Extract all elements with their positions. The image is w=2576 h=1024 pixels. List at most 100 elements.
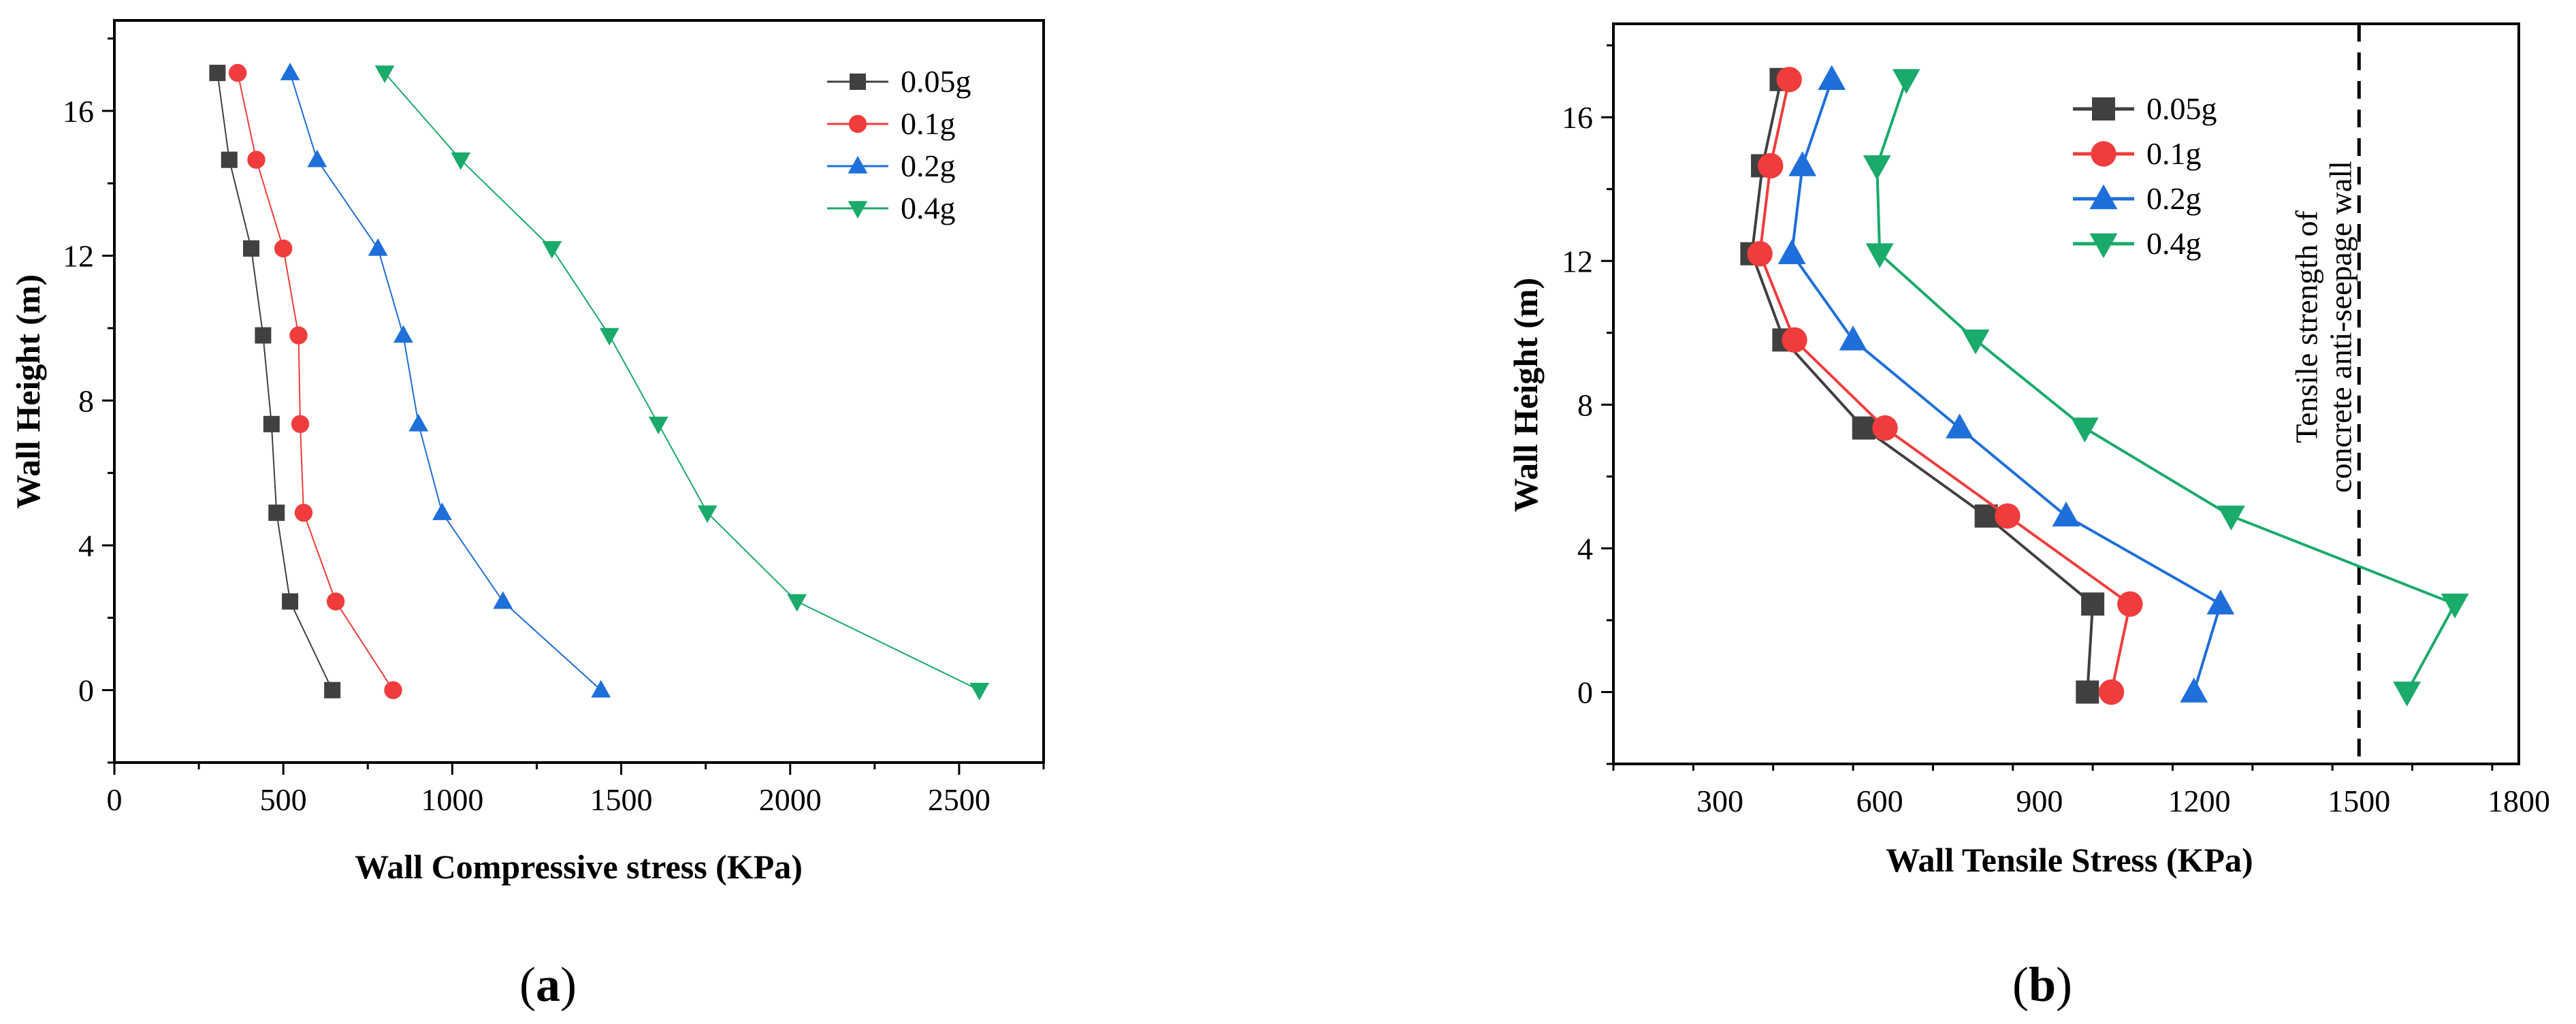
x-tick-label: 300 [1696,784,1743,818]
data-point-0.2g [493,591,513,609]
data-point-0.1g [247,150,265,169]
data-point-0.4g [648,417,669,434]
legend-marker-0.05g [2092,97,2115,121]
data-point-0.4g [1892,69,1920,95]
legend-marker-0.1g [2091,141,2116,167]
data-point-0.05g [263,415,280,432]
x-tick-label: 600 [1856,784,1903,818]
data-point-0.2g [2052,501,2080,527]
data-point-0.4g [542,241,562,259]
data-point-0.05g [282,593,299,610]
data-point-0.1g [2117,591,2143,617]
x-tick-label: 1500 [2328,784,2390,818]
y-tick-label: 8 [78,383,94,418]
data-point-0.2g [2180,677,2208,703]
data-point-0.05g [243,240,260,257]
x-tick-label: 1500 [590,782,653,817]
data-point-0.1g [228,63,247,82]
series-line-0.05g [216,72,334,691]
x-axis-label-a: Wall Compressive stress (KPa) [355,848,803,886]
data-point-0.1g [1758,153,1784,179]
data-point-0.1g [326,592,345,611]
data-point-0.4g [969,682,990,701]
legend-marker-0.4g [2089,233,2118,259]
data-point-0.1g [1872,415,1898,441]
legend-label-0.1g: 0.1g [901,106,956,141]
data-point-0.2g [1946,413,1974,438]
data-point-0.2g [1839,325,1867,351]
y-tick-label: 12 [1562,244,1593,278]
reference-label-line1: Tensile strength of [2289,210,2323,443]
legend-label-0.05g: 0.05g [2146,91,2217,126]
data-point-0.05g [255,327,272,344]
data-point-0.4g [2070,417,2099,443]
data-point-0.05g [221,151,238,168]
legend-marker-0.4g [848,201,868,219]
legend-marker-0.1g [848,114,867,133]
data-point-0.2g [393,325,413,343]
y-tick-label: 4 [78,528,94,563]
data-point-0.05g [2081,592,2105,616]
series-line-0.2g [1790,79,2223,693]
panel-label-a: (a) [519,957,577,1012]
series-line-0.4g [1875,79,2457,693]
data-point-0.4g [599,327,619,346]
series-a [209,63,990,701]
data-point-0.4g [2441,593,2469,619]
data-point-0.1g [274,239,293,258]
series-line-0.1g [1758,79,2132,692]
legend-label-0.2g: 0.2g [2146,181,2202,216]
panel-a: 0 500 1000 1500 2000 2500 0 4 8 12 16 0.05g 0.1g 0.2… [9,19,1045,1012]
data-point-0.2g [2206,589,2235,615]
reference-label-line2: concrete anti-seepage wall [2323,161,2357,493]
data-point-0.4g [451,152,471,170]
x-axis-label-b: Wall Tensile Stress (KPa) [1886,841,2253,879]
y-tick-label: 4 [1577,531,1593,566]
ticks-a: 0 500 1000 1500 2000 2500 0 4 8 12 16 [63,37,1045,817]
legend-label-0.1g: 0.1g [2146,136,2202,171]
legend-marker-0.2g [2089,184,2118,210]
y-tick-label: 8 [1577,387,1593,422]
data-point-0.1g [2098,679,2125,705]
data-point-0.2g [280,63,300,80]
data-point-0.2g [368,238,388,256]
data-point-0.4g [1865,243,1894,268]
legend-a: 0.05g 0.1g 0.2g 0.4g [827,64,971,225]
data-point-0.05g [209,65,226,82]
legend-label-0.4g: 0.4g [2146,226,2202,261]
data-point-0.1g [1782,327,1807,353]
data-point-0.05g [1852,416,1875,440]
data-point-0.2g [307,149,327,167]
data-point-0.05g [268,505,285,522]
panel-b: 300 600 900 1200 1500 1800 0 4 8 12 16 Tensile str… [1507,22,2550,1012]
data-point-0.1g [291,415,310,434]
data-point-0.2g [1788,151,1817,176]
data-point-0.2g [408,413,429,432]
y-tick-label: 12 [63,239,94,274]
data-point-0.2g [1777,239,1806,265]
y-tick-label: 0 [78,673,94,708]
x-tick-label: 900 [2016,784,2063,818]
y-axis-label-a: Wall Height (m) [9,274,47,509]
panel-label-b: (b) [2012,957,2072,1012]
data-point-0.1g [384,681,402,699]
data-point-0.1g [1776,67,1802,93]
series-line-0.2g [289,72,602,691]
series-b [1740,65,2469,707]
data-point-0.4g [2217,505,2245,531]
x-tick-label: 1200 [2168,784,2231,818]
x-tick-label: 2500 [928,782,991,817]
data-point-0.2g [1818,65,1846,91]
series-line-0.1g [237,72,394,691]
x-tick-label: 2000 [759,782,822,817]
x-tick-label: 1800 [2488,784,2550,818]
x-tick-label: 500 [260,782,307,817]
reference-line-b: Tensile strength of concrete anti-seepage… [2289,24,2361,764]
y-tick-label: 16 [1562,100,1593,135]
data-point-0.1g [1747,241,1773,267]
series-line-0.05g [1750,79,2095,692]
legend-label-0.2g: 0.2g [901,148,956,183]
data-point-0.1g [1995,503,2020,529]
x-tick-label: 1000 [421,782,483,817]
